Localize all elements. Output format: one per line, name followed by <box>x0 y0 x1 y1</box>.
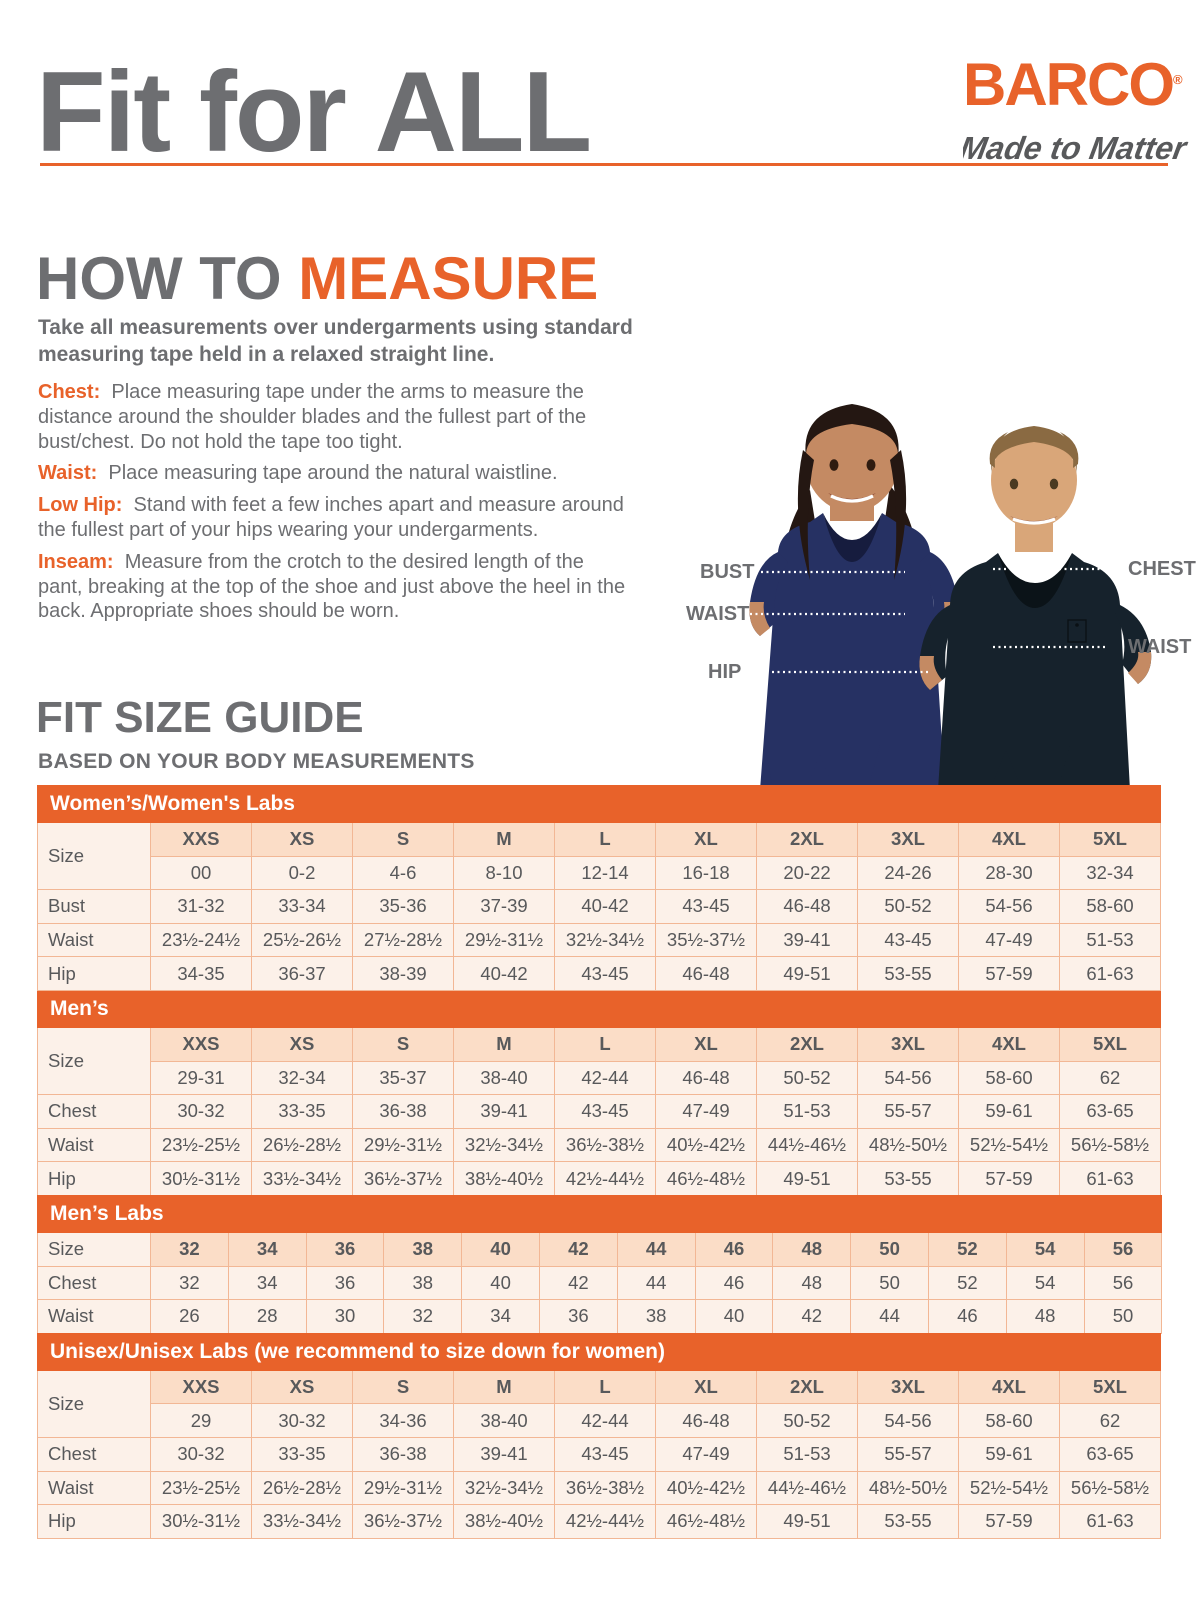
svg-text:Made to Matter: Made to Matter <box>963 130 1192 166</box>
